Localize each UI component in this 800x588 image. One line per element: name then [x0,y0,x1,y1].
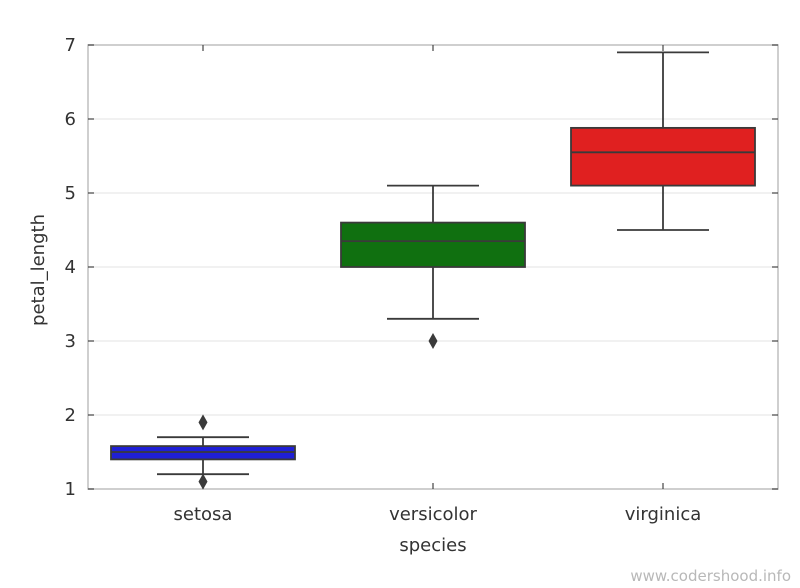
outlier-point [428,333,438,349]
x-axis: setosa versicolor virginica [174,45,702,525]
x-tick-label-virginica: virginica [625,504,702,525]
y-tick-label: 1 [65,479,76,500]
y-tick-label: 5 [65,183,76,204]
x-tick-label-setosa: setosa [174,504,233,525]
outlier-point [198,473,208,490]
box-body [340,221,526,268]
box-series [110,51,756,490]
y-axis: 1 2 3 4 5 6 7 [65,35,778,500]
y-tick-label: 7 [65,35,76,56]
box-setosa [110,414,296,490]
y-axis-label: petal_length [28,214,49,326]
box-versicolor [340,184,526,349]
watermark: www.codershood.info [630,567,791,585]
x-tick-label-versicolor: versicolor [389,504,477,525]
y-tick-label: 3 [65,331,76,352]
y-tick-label: 4 [65,257,76,278]
box-virginica [570,51,756,231]
y-tick-label: 2 [65,405,76,426]
outlier-point [198,414,208,431]
box-body [570,126,756,187]
y-tick-label: 6 [65,109,76,130]
x-axis-label: species [399,535,466,556]
